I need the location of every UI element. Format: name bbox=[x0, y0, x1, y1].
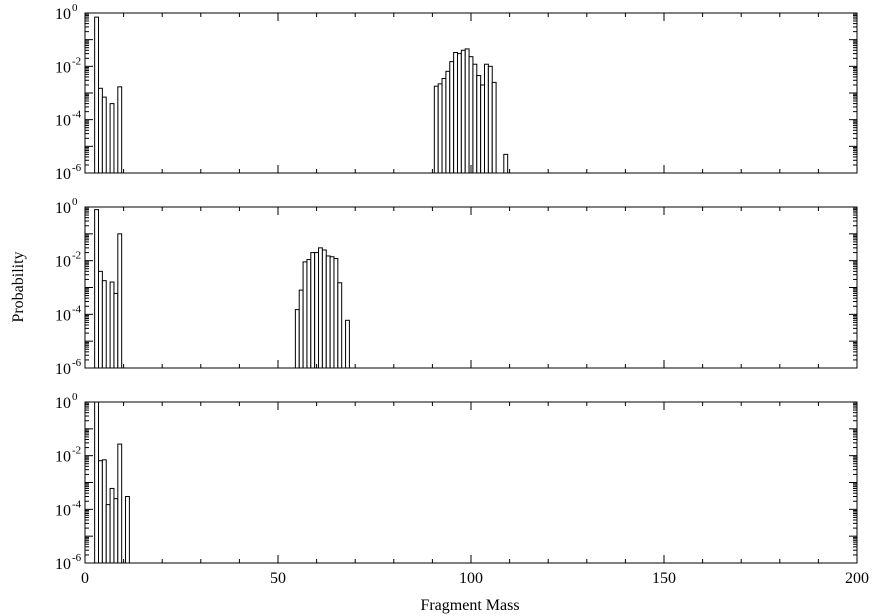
bar-p1-18 bbox=[480, 84, 486, 174]
y-tick-label-exponent: -2 bbox=[72, 250, 81, 262]
bar-p1-17 bbox=[476, 75, 482, 174]
bar-p3-6 bbox=[113, 498, 119, 564]
bar-p3-1 bbox=[94, 401, 100, 564]
y-tick-label-exponent: -6 bbox=[72, 357, 82, 369]
bar-p1-12 bbox=[456, 53, 462, 174]
y-tick-label-exponent: -4 bbox=[72, 109, 82, 121]
bar-p1-11 bbox=[453, 52, 458, 174]
y-tick-label: 10 bbox=[55, 361, 71, 378]
y-tick-label-exponent: -4 bbox=[72, 303, 82, 315]
y-tick-label: 10 bbox=[55, 166, 71, 183]
bar-p1-2 bbox=[98, 87, 103, 174]
bar-p1-1 bbox=[94, 16, 100, 174]
bar-p1-19 bbox=[484, 63, 489, 174]
bar-p2-1 bbox=[94, 209, 100, 369]
bar-p2-10 bbox=[306, 259, 312, 369]
y-tick-label: 10 bbox=[55, 113, 71, 130]
y-tick-label: 10 bbox=[55, 502, 71, 519]
bar-p2-14 bbox=[321, 249, 327, 369]
bar-p1-13 bbox=[460, 49, 466, 174]
y-tick-label: 10 bbox=[55, 307, 71, 324]
bar-p2-18 bbox=[337, 282, 343, 369]
bar-p3-8 bbox=[125, 496, 130, 564]
bar-p3-4 bbox=[105, 504, 111, 564]
bar-p1-7 bbox=[437, 83, 443, 174]
bar-p2-9 bbox=[302, 261, 308, 369]
chart-panels: 10 010 -210 -410 -610 010 -210 -410 -610 010 -210-… bbox=[55, 2, 869, 587]
bar-p1-4 bbox=[109, 103, 115, 174]
bar-p3-2 bbox=[98, 460, 103, 564]
panel-frame bbox=[84, 401, 858, 564]
bar-p3-3 bbox=[101, 459, 107, 564]
y-tick-label-exponent: 0 bbox=[72, 2, 78, 14]
bar-p2-17 bbox=[333, 258, 339, 369]
bar-p1-6 bbox=[433, 85, 439, 174]
bar-p1-9 bbox=[445, 70, 451, 174]
x-tick-label: 100 bbox=[459, 570, 483, 587]
y-tick-label-exponent: 0 bbox=[72, 391, 78, 403]
bar-p2-7 bbox=[294, 309, 300, 369]
x-tick-label: 200 bbox=[845, 570, 869, 587]
bar-p1-5 bbox=[117, 86, 123, 174]
y-tick-label: 10 bbox=[55, 200, 71, 217]
x-tick-label: 150 bbox=[652, 570, 676, 587]
y-tick-label-exponent: -6 bbox=[72, 552, 82, 564]
bar-p1-21 bbox=[491, 81, 497, 174]
bar-p2-5 bbox=[113, 292, 119, 369]
y-tick-label: 10 bbox=[55, 449, 71, 466]
y-axis-label: Probability bbox=[10, 251, 27, 322]
bar-p3-5 bbox=[109, 487, 115, 564]
y-tick-label: 10 bbox=[55, 6, 71, 23]
x-tick-label: 50 bbox=[270, 570, 286, 587]
bar-p1-3 bbox=[101, 96, 107, 174]
bar-p1-16 bbox=[472, 63, 478, 174]
bar-p2-12 bbox=[314, 252, 320, 369]
bar-p2-16 bbox=[329, 256, 335, 369]
y-tick-label-exponent: -4 bbox=[72, 498, 82, 510]
x-tick-label: 0 bbox=[81, 570, 89, 587]
bar-p2-11 bbox=[310, 252, 316, 369]
bar-p1-14 bbox=[464, 48, 470, 174]
y-tick-label-exponent: -6 bbox=[72, 162, 82, 174]
bar-p1-22 bbox=[503, 153, 509, 174]
x-axis-label: Fragment Mass bbox=[420, 597, 519, 614]
panel-frame bbox=[84, 206, 858, 369]
bar-p1-20 bbox=[487, 65, 493, 174]
y-tick-label: 10 bbox=[55, 59, 71, 76]
bar-p2-4 bbox=[109, 281, 115, 369]
y-tick-label: 10 bbox=[55, 254, 71, 271]
y-tick-label: 10 bbox=[55, 395, 71, 412]
bar-p1-8 bbox=[441, 77, 447, 174]
bar-p1-10 bbox=[449, 61, 455, 174]
bar-p2-2 bbox=[98, 270, 103, 369]
y-tick-label-exponent: -2 bbox=[72, 445, 81, 457]
y-tick-label-exponent: 0 bbox=[72, 196, 78, 208]
bar-p3-7 bbox=[117, 443, 123, 564]
bar-p2-19 bbox=[345, 319, 350, 369]
y-tick-label: 10 bbox=[55, 556, 71, 573]
bar-p2-8 bbox=[298, 289, 304, 369]
bar-p2-6 bbox=[117, 233, 123, 369]
bar-p2-13 bbox=[318, 247, 323, 369]
y-tick-label-exponent: -2 bbox=[72, 55, 81, 67]
bar-p1-15 bbox=[468, 56, 474, 174]
bar-p2-15 bbox=[325, 255, 331, 369]
bar-p2-3 bbox=[101, 280, 107, 369]
